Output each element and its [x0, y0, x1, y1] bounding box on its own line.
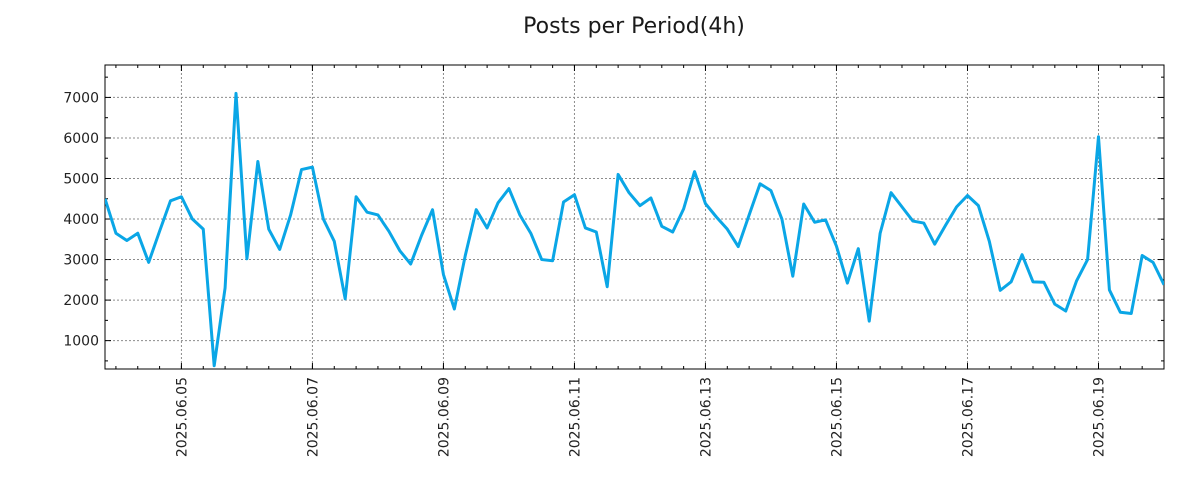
y-tick-label: 1000 [63, 334, 99, 350]
x-tick-label: 2025.06.15 [829, 377, 845, 457]
axis-ticks [105, 65, 1164, 369]
x-tick-label: 2025.06.11 [567, 377, 583, 457]
y-tick-label: 4000 [63, 212, 99, 228]
grid-lines [105, 65, 1164, 369]
x-tick-label: 2025.06.07 [305, 377, 321, 457]
tick-labels: 1000 2000 3000 4000 5000 6000 7000 2025.06.05 20… [63, 90, 1107, 457]
plot-frame [104, 64, 1165, 370]
y-tick-label: 6000 [63, 131, 99, 147]
x-tick-label: 2025.06.05 [174, 377, 190, 457]
x-tick-label: 2025.06.19 [1091, 377, 1107, 457]
y-tick-label: 3000 [63, 253, 99, 269]
series-line-posts [105, 91, 1164, 368]
y-tick-label: 2000 [63, 293, 99, 309]
series-layer [105, 91, 1164, 368]
x-tick-label: 2025.06.09 [436, 377, 452, 457]
chart-title: Posts per Period(4h) [523, 14, 745, 39]
x-tick-label: 2025.06.17 [960, 377, 976, 457]
y-tick-label: 5000 [63, 171, 99, 187]
x-tick-label: 2025.06.13 [698, 377, 714, 457]
y-tick-label: 7000 [63, 90, 99, 106]
